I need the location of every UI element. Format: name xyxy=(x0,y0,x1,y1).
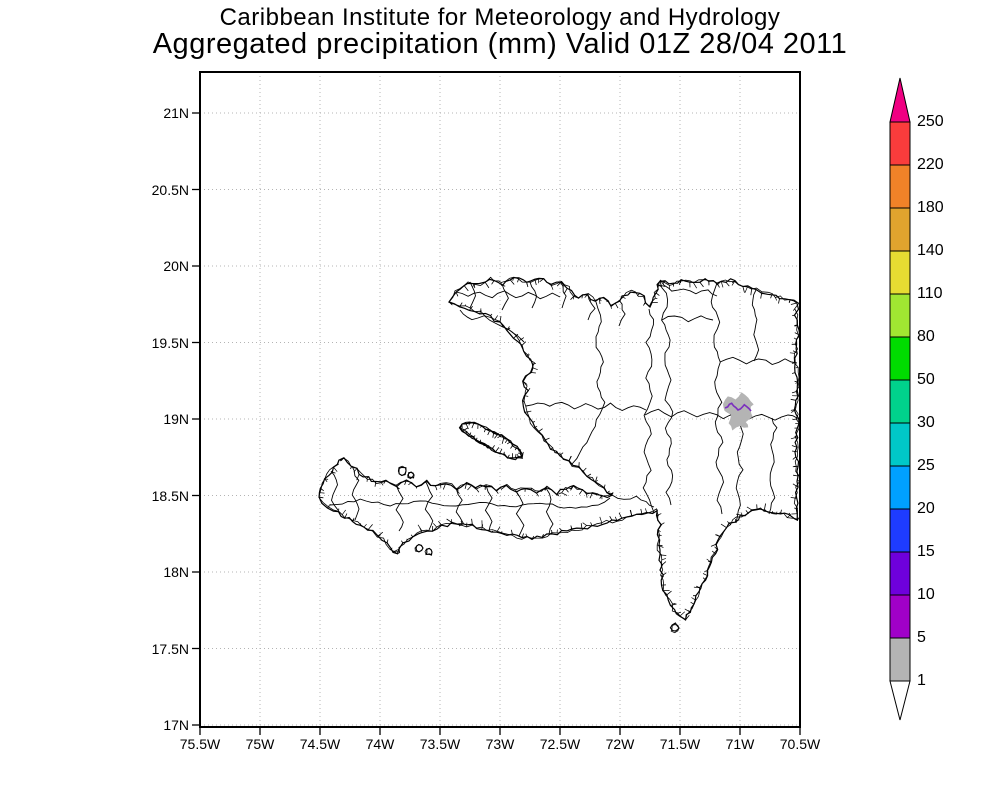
colorbar-value-label: 50 xyxy=(917,371,935,388)
x-axis-tick-label: 73.5W xyxy=(419,736,461,752)
colorbar-segment xyxy=(889,250,911,295)
watershed-boundary xyxy=(661,315,714,323)
colorbar-value-label: 30 xyxy=(917,414,935,431)
colorbar-segment xyxy=(889,121,911,166)
x-axis-tick-label: 74W xyxy=(365,736,395,752)
watershed-boundary xyxy=(545,487,554,535)
hispaniola-map xyxy=(318,276,799,634)
watershed-boundary xyxy=(710,282,724,515)
colorbar-value-label: 15 xyxy=(917,543,935,560)
watershed-boundary xyxy=(751,289,760,362)
watershed-boundary xyxy=(719,356,798,365)
x-axis-tick-label: 75.5W xyxy=(179,736,221,752)
gonave-island xyxy=(459,421,524,459)
watershed-boundary xyxy=(455,487,465,527)
y-axis-tick-label: 19.5N xyxy=(151,334,189,351)
gridlines xyxy=(200,72,800,727)
colorbar-value-label: 80 xyxy=(917,328,935,345)
y-axis-tick-label: 17N xyxy=(163,717,189,733)
x-axis-tick-label: 71.5W xyxy=(659,736,701,752)
watershed-boundary xyxy=(618,299,626,327)
colorbar-segment xyxy=(889,207,911,252)
watershed-boundary xyxy=(351,465,360,521)
colorbar-value-label: 250 xyxy=(917,113,944,130)
colorbar-value-label: 25 xyxy=(917,457,935,474)
watershed-boundary xyxy=(395,484,404,532)
colorbar-segment xyxy=(889,422,911,467)
precipitation-detail-line xyxy=(724,402,752,412)
plot-frame xyxy=(199,71,801,728)
colorbar-below-min-arrow xyxy=(889,680,911,721)
plot-subtitle: Aggregated precipitation (mm) Valid 01Z … xyxy=(152,28,848,60)
watershed-boundary xyxy=(459,309,525,343)
watershed-boundary xyxy=(660,280,718,297)
y-axis-tick-label: 20N xyxy=(163,258,189,274)
axis-ticks xyxy=(192,112,801,735)
x-axis-tick-label: 74.5W xyxy=(299,736,341,752)
colorbar xyxy=(889,77,911,721)
colorbar-segment xyxy=(889,637,911,682)
page-title: Caribbean Institute for Meteorology and … xyxy=(219,4,781,31)
colorbar-value-label: 180 xyxy=(917,199,944,216)
x-axis-tick-label: 72.5W xyxy=(539,736,581,752)
watershed-boundary xyxy=(424,481,434,531)
watershed-boundary xyxy=(571,301,606,465)
y-axis-tick-label: 18.5N xyxy=(151,487,189,504)
colorbar-segment xyxy=(889,465,911,510)
x-axis-tick-label: 71W xyxy=(725,736,755,752)
colorbar-segment xyxy=(889,336,911,381)
y-axis-tick-label: 17.5N xyxy=(151,640,189,657)
watershed-boundary xyxy=(611,494,655,508)
colorbar-segment xyxy=(889,508,911,553)
colorbar-segment xyxy=(889,551,911,596)
watershed-boundary xyxy=(330,470,339,511)
watershed-boundary xyxy=(735,419,744,524)
watershed-boundary xyxy=(529,281,538,309)
watershed-boundary xyxy=(768,417,778,515)
watershed-boundary xyxy=(329,497,611,509)
colorbar-segment xyxy=(889,379,911,424)
hispaniola-coastline xyxy=(318,277,799,621)
watershed-boundary xyxy=(484,484,493,532)
watershed-boundary xyxy=(587,293,596,321)
x-axis-tick-label: 73W xyxy=(485,736,515,752)
colorbar-above-max-arrow xyxy=(889,77,911,123)
y-axis-tick-label: 18N xyxy=(163,564,189,580)
x-axis-tick-label: 72W xyxy=(605,736,635,752)
x-axis-tick-label: 70.5W xyxy=(779,736,821,752)
colorbar-value-label: 110 xyxy=(917,285,943,302)
colorbar-segment xyxy=(889,293,911,338)
watershed-boundary xyxy=(515,490,525,537)
colorbar-value-label: 1 xyxy=(917,672,926,689)
watershed-boundary xyxy=(659,280,674,506)
colorbar-value-label: 5 xyxy=(917,629,926,646)
watershed-boundary xyxy=(642,308,654,511)
y-axis-tick-label: 21N xyxy=(163,105,189,121)
precipitation-area xyxy=(723,392,754,431)
watershed-boundary xyxy=(559,281,567,309)
colorbar-value-label: 20 xyxy=(917,500,935,517)
watershed-boundary xyxy=(644,408,798,421)
colorbar-value-label: 220 xyxy=(917,156,944,173)
watershed-boundary xyxy=(525,401,647,411)
colorbar-value-label: 140 xyxy=(917,242,944,259)
y-axis-tick-label: 20.5N xyxy=(151,181,189,198)
watershed-boundary xyxy=(501,283,509,311)
y-axis-tick-label: 19N xyxy=(163,411,189,427)
colorbar-value-label: 10 xyxy=(917,586,935,603)
islet xyxy=(425,547,433,556)
colorbar-segment xyxy=(889,164,911,209)
colorbar-segment xyxy=(889,594,911,639)
watershed-boundary xyxy=(455,290,561,300)
x-axis-tick-label: 75W xyxy=(245,736,275,752)
gonave-island xyxy=(458,421,523,459)
